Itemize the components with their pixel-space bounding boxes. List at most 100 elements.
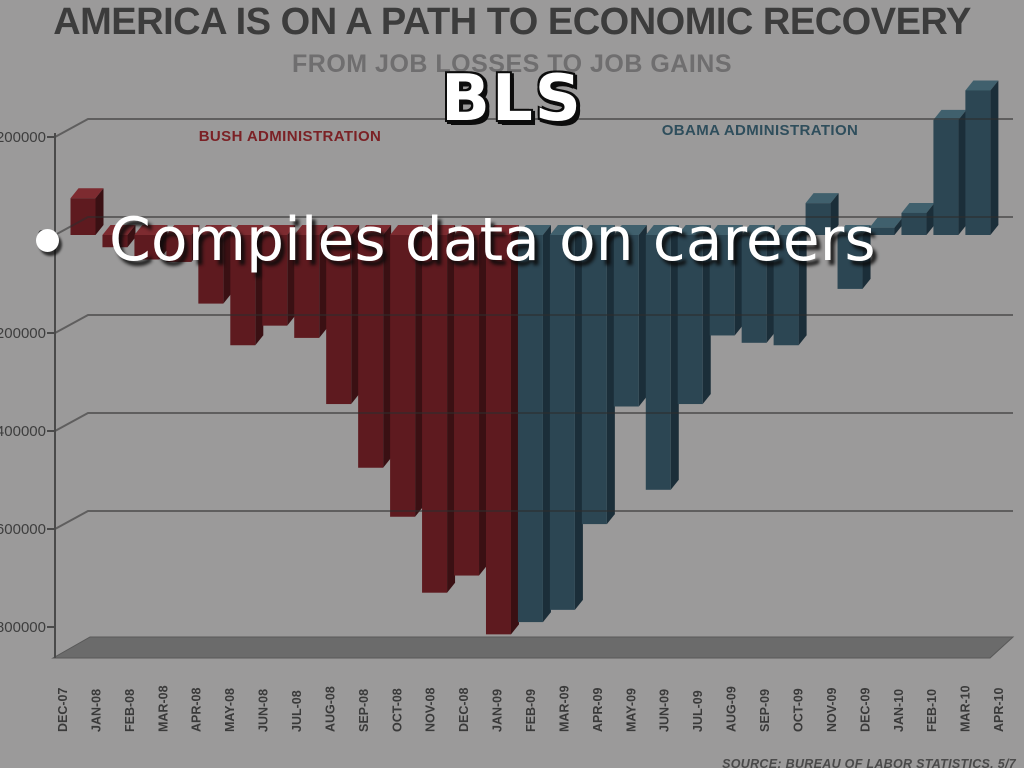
- bar-MAY-09: [613, 235, 639, 407]
- bar-MAR-08-top: [166, 225, 200, 235]
- bar-AUG-09: [709, 235, 735, 336]
- bar-JAN-09-side: [510, 225, 519, 635]
- bar-MAR-09: [549, 235, 575, 610]
- bar-DEC-08-side: [479, 225, 488, 576]
- bar-JUN-08-top: [262, 225, 296, 235]
- x-label-JAN-08: JAN-08: [89, 689, 103, 732]
- bar-JAN-10-side: [894, 217, 903, 235]
- bar-JUL-09: [677, 235, 703, 405]
- bar-JUL-08-top: [294, 225, 328, 235]
- bar-FEB-09-top: [517, 225, 551, 235]
- bar-JAN-10: [869, 227, 895, 235]
- bar-SEP-08-top: [358, 225, 392, 235]
- bar-JAN-09-top: [485, 225, 519, 235]
- x-label-MAR-09: MAR-09: [557, 685, 571, 732]
- x-label-JUN-08: JUN-08: [257, 689, 271, 732]
- bar-APR-09-side: [606, 225, 615, 525]
- gridline-200000: [54, 118, 1013, 138]
- bar-APR-08: [198, 235, 224, 304]
- bar-JAN-08: [102, 235, 128, 248]
- bar-JAN-08-side: [127, 225, 136, 248]
- x-label-JUL-08: JUL-08: [290, 690, 304, 732]
- bar-MAR-08-side: [191, 225, 200, 262]
- bar-AUG-09-side: [734, 225, 743, 336]
- bar-SEP-09-top: [741, 225, 775, 235]
- x-label-DEC-08: DEC-08: [457, 687, 471, 732]
- bullet-marker-icon: [36, 228, 59, 252]
- bar-APR-10-top: [965, 80, 999, 91]
- x-label-DEC-07: DEC-07: [56, 687, 70, 732]
- bar-FEB-08-side: [159, 225, 168, 260]
- bar-SEP-09: [741, 235, 767, 343]
- bar-OCT-09-top: [773, 225, 807, 235]
- bar-JUN-09-side: [670, 225, 679, 490]
- bar-APR-09-top: [581, 225, 615, 235]
- x-label-AUG-08: AUG-08: [323, 686, 337, 732]
- x-label-NOV-09: NOV-09: [825, 687, 839, 732]
- x-label-FEB-09: FEB-09: [524, 689, 538, 732]
- gridline--600000: [54, 510, 1013, 530]
- x-label-JAN-09: JAN-09: [491, 689, 505, 732]
- bar-SEP-08: [358, 235, 384, 468]
- bar-DEC-08-top: [454, 225, 488, 235]
- bar-OCT-08: [390, 235, 416, 517]
- x-label-APR-09: APR-09: [591, 687, 605, 732]
- overlay-heading: BLS: [441, 62, 583, 136]
- x-label-AUG-09: AUG-09: [725, 686, 739, 732]
- bar-MAY-08: [230, 235, 256, 346]
- bar-MAY-09-top: [613, 225, 647, 235]
- bar-JUN-08: [262, 235, 288, 326]
- chart-floor: [51, 636, 1015, 659]
- bar-APR-08-top: [198, 225, 232, 235]
- x-label-APR-10: APR-10: [992, 687, 1006, 732]
- bar-DEC-09-top: [837, 225, 871, 235]
- bar-FEB-08-top: [134, 225, 168, 235]
- gridline--400000: [54, 412, 1013, 432]
- bar-MAR-10: [933, 119, 959, 235]
- x-label-SEP-09: SEP-09: [758, 689, 772, 732]
- bar-JUL-08: [294, 235, 320, 338]
- bar-JUN-09: [645, 235, 671, 490]
- gridline--200000: [54, 314, 1013, 334]
- obama-administration-label: OBAMA ADMINISTRATION: [662, 122, 859, 139]
- bar-JAN-09: [485, 235, 511, 635]
- bar-AUG-08-top: [326, 225, 360, 235]
- x-label-JAN-10: JAN-10: [892, 689, 906, 732]
- bar-JAN-10-top: [869, 217, 903, 228]
- y-tick-label--600000: -600000: [0, 521, 46, 538]
- bar-SEP-09-side: [766, 225, 775, 343]
- bar-SEP-08-side: [383, 225, 392, 468]
- x-label-SEP-08: SEP-08: [357, 689, 371, 732]
- bar-DEC-07-side: [95, 188, 104, 235]
- chart-subtitle: FROM JOB LOSSES TO JOB GAINS: [292, 50, 732, 78]
- bullet-item: Compiles data on careers: [36, 205, 876, 275]
- bar-OCT-08-side: [415, 225, 424, 517]
- x-label-FEB-10: FEB-10: [925, 689, 939, 732]
- x-label-DEC-09: DEC-09: [858, 687, 872, 732]
- bar-NOV-09-top: [805, 193, 839, 204]
- bullet-text: Compiles data on careers: [109, 205, 876, 275]
- x-label-OCT-09: OCT-09: [791, 688, 805, 732]
- bar-MAY-08-top: [230, 225, 264, 235]
- bar-OCT-09: [773, 235, 799, 346]
- bar-JUN-08-side: [287, 225, 296, 326]
- bar-NOV-09: [805, 203, 831, 235]
- bar-AUG-09-top: [709, 225, 743, 235]
- bar-FEB-08: [134, 235, 160, 260]
- bar-OCT-08-top: [390, 225, 424, 235]
- x-label-JUL-09: JUL-09: [691, 690, 705, 732]
- x-label-FEB-08: FEB-08: [123, 689, 137, 732]
- bar-JUL-09-top: [677, 225, 711, 235]
- bar-DEC-09: [837, 235, 863, 289]
- bar-FEB-10: [901, 212, 927, 235]
- bar-APR-08-side: [223, 225, 232, 304]
- x-label-MAY-08: MAY-08: [223, 688, 237, 732]
- bush-administration-label: BUSH ADMINISTRATION: [199, 128, 382, 145]
- x-label-MAY-09: MAY-09: [624, 688, 638, 732]
- y-tick-label--200000: -200000: [0, 325, 46, 342]
- bar-MAR-09-side: [574, 225, 583, 610]
- bar-NOV-08-top: [422, 225, 456, 235]
- bar-AUG-08: [326, 235, 352, 405]
